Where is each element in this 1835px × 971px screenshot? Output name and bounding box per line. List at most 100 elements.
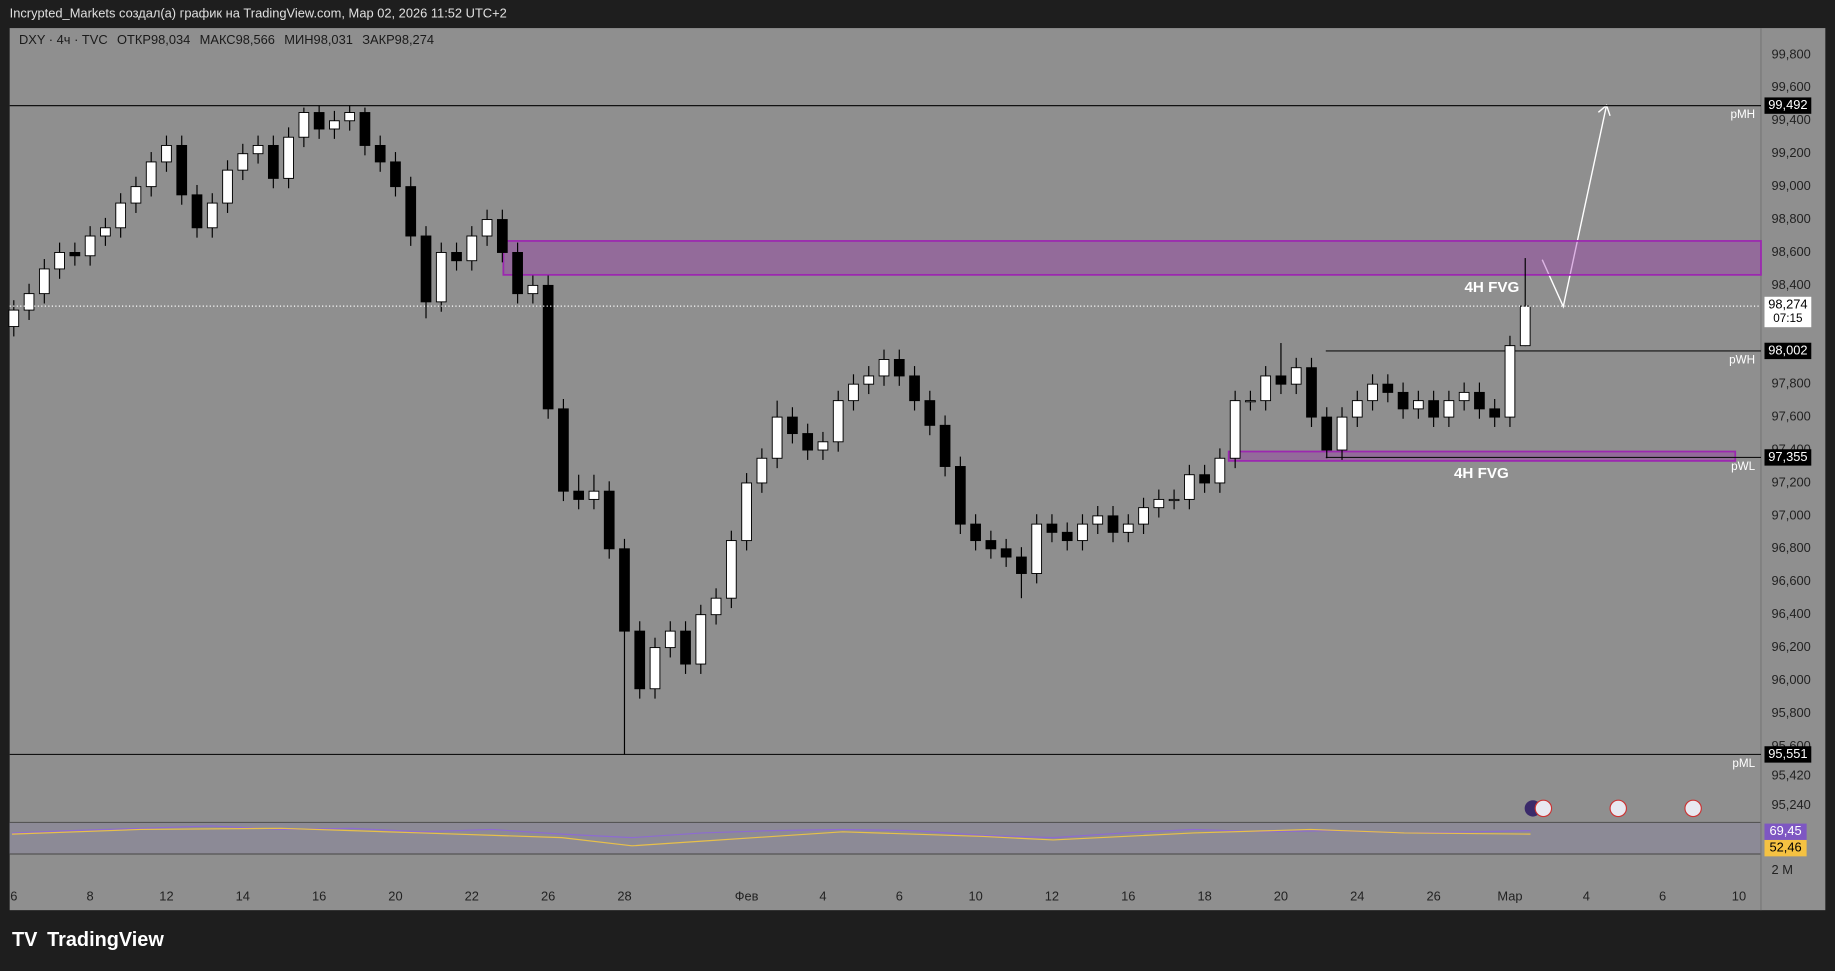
x-tick-label: 14 (236, 889, 250, 904)
candle-body (1214, 457, 1226, 484)
candle-body (237, 153, 249, 171)
event-icon (1684, 799, 1702, 818)
candle-body (1351, 400, 1363, 418)
candle-body (252, 144, 264, 155)
candle-body (69, 252, 81, 257)
level-price-label: 99,492 (1768, 97, 1807, 112)
y-tick-label: 99,000 (1772, 178, 1811, 193)
x-tick-label: 4 (1583, 889, 1590, 904)
candle-body (130, 186, 142, 204)
candle-body (1290, 367, 1302, 385)
y-tick-label: 99,200 (1772, 145, 1811, 160)
y-tick-label: 98,600 (1772, 244, 1811, 259)
y-tick-label: 95,240 (1772, 797, 1811, 812)
y-tick-label: 99,400 (1772, 112, 1811, 127)
candle-body (893, 359, 905, 377)
x-tick-label: 10 (1732, 889, 1746, 904)
indicator-label: 69,45 (1769, 823, 1801, 838)
candle-body (1306, 367, 1317, 418)
candle-body (985, 540, 997, 550)
candle-body (496, 219, 508, 253)
candle-body (481, 219, 493, 237)
candle-body (603, 490, 615, 550)
level-price-label: 98,002 (1768, 342, 1807, 357)
candle-body (1077, 523, 1088, 542)
legend: DXY · 4ч · TVC ОТКР98,034 МАКС98,566 МИН98,… (19, 32, 434, 47)
top-bar-text: Incrypted_Markets создал(а) график на Tr… (10, 5, 507, 20)
candle-body (1153, 498, 1165, 509)
indicator-box (1764, 823, 1807, 840)
candle-body (54, 252, 65, 270)
candle-body (1245, 400, 1256, 403)
level-name: pWH (1729, 353, 1755, 366)
y-tick-label: 97,800 (1772, 376, 1811, 391)
y-tick-label: 98,400 (1772, 277, 1811, 292)
candle-body (939, 424, 951, 467)
x-tick-label: Фев (735, 889, 759, 904)
candle-body (206, 202, 218, 229)
legend-field-value: 98,031 (314, 32, 353, 47)
level-price-box (1764, 449, 1812, 466)
candle-body (970, 523, 981, 542)
x-tick-label: 8 (87, 889, 94, 904)
candle-body (710, 597, 722, 616)
candle-body (1504, 345, 1516, 418)
event-icon (1534, 799, 1553, 818)
candle-body (954, 466, 966, 525)
candle-body (741, 482, 752, 542)
fvg-label: 4H FVG (1464, 279, 1519, 296)
x-tick-label: 10 (968, 889, 982, 904)
candle-body (435, 252, 447, 303)
candle-body (1458, 391, 1470, 402)
indicator-scale-label: 2 М (1772, 862, 1793, 877)
level-price-label: 95,551 (1768, 746, 1807, 761)
candle-body (344, 112, 356, 122)
candle-body (588, 490, 600, 500)
candle-body (664, 630, 676, 649)
candle-body (848, 383, 859, 402)
rsi-ma-line (11, 827, 1531, 847)
x-tick-label: 20 (388, 889, 402, 904)
candle-body (1367, 383, 1378, 402)
candle-body (756, 457, 768, 484)
fvg-zone (502, 240, 1762, 276)
candle-body (1122, 523, 1134, 533)
event-icon (1609, 799, 1628, 818)
candle-body (619, 548, 630, 632)
candle-body (1397, 391, 1409, 410)
candle-body (695, 614, 707, 665)
candle-body (38, 268, 50, 295)
indicator-box (1764, 839, 1807, 857)
legend-symbol: DXY · 4ч · TVC (19, 32, 108, 47)
x-tick-label: 16 (312, 889, 326, 904)
candle-body (878, 359, 890, 377)
fvg-zone (1227, 450, 1737, 462)
legend-field-name: МАКС (200, 32, 236, 47)
candle-body (863, 375, 875, 385)
x-tick-label: 28 (617, 889, 631, 904)
candle-body (1183, 474, 1195, 500)
indicator-label: 52,46 (1769, 840, 1801, 855)
level-price-box (1764, 97, 1812, 114)
candle-body (832, 400, 844, 443)
candle-body (680, 630, 691, 665)
legend-field-name: ЗАКР (362, 32, 394, 47)
candle-body (924, 400, 936, 426)
y-tick-label: 96,000 (1772, 672, 1811, 687)
current-price-box (1764, 296, 1812, 328)
y-tick-label: 99,600 (1772, 79, 1811, 94)
candle-body (771, 416, 783, 459)
candle-body (145, 161, 157, 188)
candle-body (115, 202, 127, 229)
current-price-label: 98,274 (1768, 296, 1807, 311)
candle-body (267, 144, 279, 179)
candle-body (909, 375, 920, 402)
candle-body (1336, 416, 1348, 451)
candle-body (542, 284, 554, 410)
candle-body (84, 235, 96, 257)
y-tick-label: 98,800 (1772, 211, 1811, 226)
candle-body (283, 136, 294, 179)
candle-body (817, 441, 829, 451)
level-name: pWL (1731, 460, 1756, 473)
candle-body (634, 630, 646, 690)
